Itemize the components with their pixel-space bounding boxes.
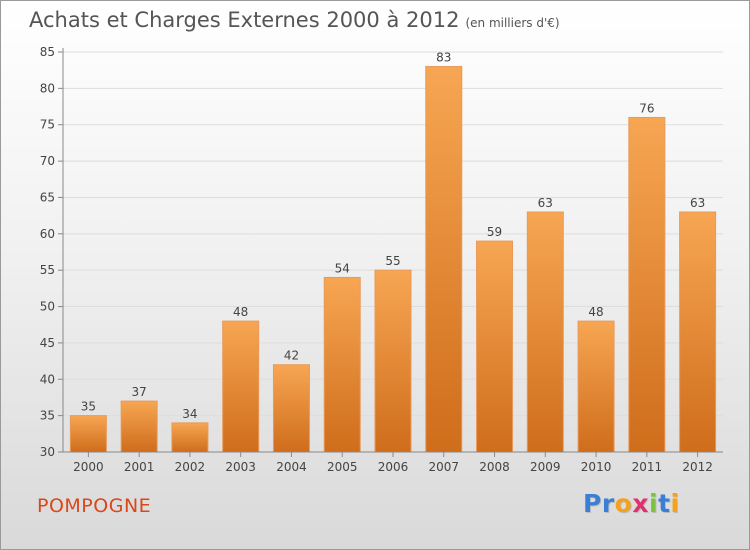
logo-letter: i: [670, 489, 680, 518]
chart-title: Achats et Charges Externes 2000 à 2012 (e…: [29, 8, 560, 32]
bar-value-label: 55: [385, 254, 400, 268]
y-tick-label: 55: [40, 263, 55, 277]
bar-2004: [272, 364, 310, 453]
y-tick-label: 80: [40, 81, 55, 95]
bar-value-label: 83: [436, 51, 451, 65]
bar-2005: [323, 276, 361, 453]
logo-letter: o: [614, 489, 633, 518]
x-tick-label: 2009: [530, 460, 561, 474]
axes: 30 35 40 45 50 55 60 65 70 75 80 85 2000 2001 2002 2003…: [40, 45, 723, 474]
bar-2012: [679, 211, 717, 453]
bars: 35 37 34 48 42 54 55 83 59 63 48 76 63: [69, 51, 717, 453]
logo-letter: x: [632, 489, 649, 518]
bar-2008: [476, 240, 514, 453]
x-tick-label: 2011: [632, 460, 663, 474]
bar-value-label: 42: [284, 349, 299, 363]
bar-value-label: 76: [639, 101, 654, 115]
logo-letter: t: [658, 489, 671, 518]
y-tick-label: 45: [40, 336, 55, 350]
x-tick-label: 2005: [327, 460, 358, 474]
bar-2010: [577, 320, 615, 453]
x-tick-label: 2002: [175, 460, 206, 474]
x-tick-label: 2012: [682, 460, 713, 474]
y-tick-label: 35: [40, 409, 55, 423]
x-tick-label: 2003: [225, 460, 256, 474]
y-tick-label: 65: [40, 190, 55, 204]
x-tick-label: 2006: [378, 460, 409, 474]
logo-letter: r: [601, 489, 615, 518]
bar-value-label: 48: [233, 305, 248, 319]
bar-value-label: 63: [538, 196, 553, 210]
chart-title-text: Achats et Charges Externes 2000 à 2012: [29, 8, 460, 32]
y-tick-label: 70: [40, 154, 55, 168]
y-tick-label: 50: [40, 300, 55, 314]
x-tick-label: 2004: [276, 460, 307, 474]
bar-2007: [425, 66, 463, 453]
bar-2009: [526, 211, 564, 453]
logo-letter: P: [583, 489, 602, 518]
bar-value-label: 63: [690, 196, 705, 210]
x-tick-label: 2001: [124, 460, 155, 474]
bar-2000: [69, 415, 107, 453]
bar-2001: [120, 400, 158, 453]
bar-value-label: 35: [81, 400, 96, 414]
y-tick-label: 40: [40, 372, 55, 386]
y-tick-label: 30: [40, 445, 55, 459]
logo-letter: i: [649, 489, 659, 518]
bar-value-label: 59: [487, 225, 502, 239]
y-tick-label: 85: [40, 45, 55, 59]
commune-name: POMPOGNE: [37, 495, 152, 517]
bar-value-label: 48: [588, 305, 603, 319]
bar-value-label: 37: [132, 385, 147, 399]
bar-2002: [171, 422, 209, 453]
bar-2006: [374, 269, 412, 453]
y-tick-label: 75: [40, 118, 55, 132]
bar-value-label: 54: [335, 261, 350, 275]
x-tick-label: 2007: [428, 460, 459, 474]
x-tick-label: 2008: [479, 460, 510, 474]
bar-2003: [222, 320, 260, 453]
bar-2011: [628, 116, 666, 453]
y-tick-label: 60: [40, 227, 55, 241]
bar-value-label: 34: [182, 407, 197, 421]
proxiti-logo: Proxiti: [583, 489, 680, 518]
x-tick-label: 2000: [73, 460, 104, 474]
chart-subtitle: (en milliers d'€): [465, 16, 560, 30]
x-tick-label: 2010: [581, 460, 612, 474]
